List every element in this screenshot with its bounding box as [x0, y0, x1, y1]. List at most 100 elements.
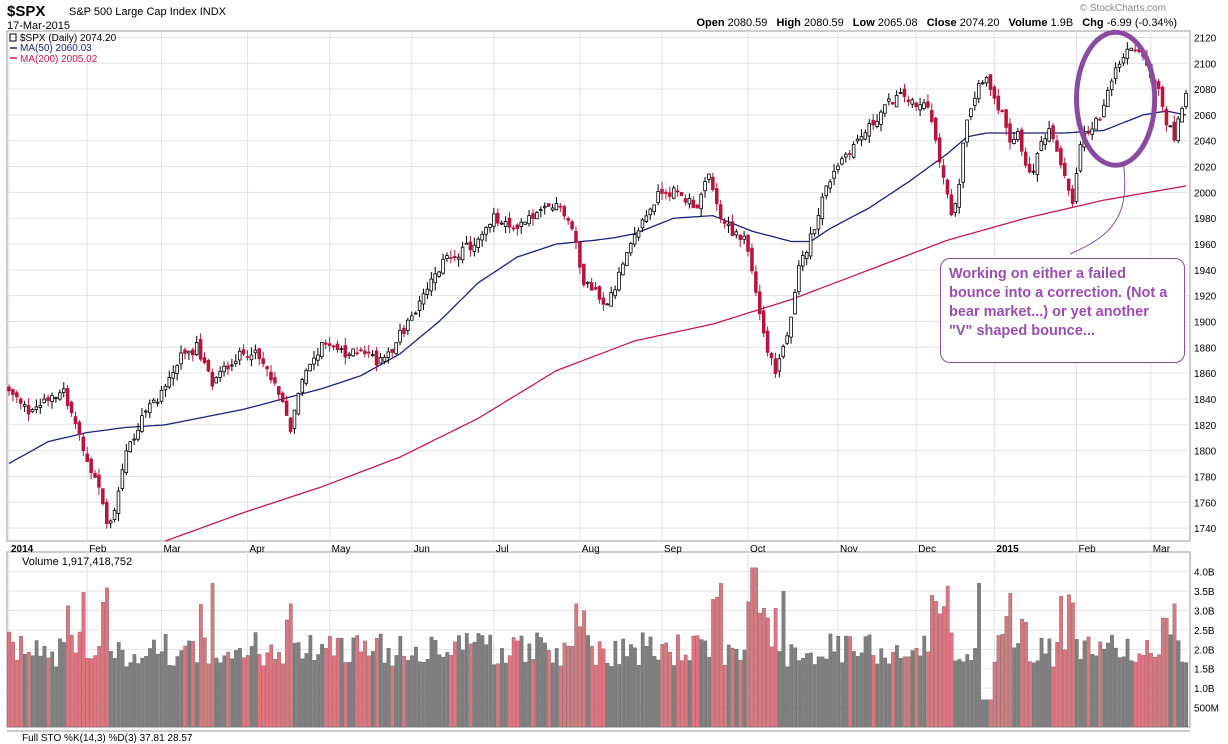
volume-bar [441, 656, 446, 728]
volume-bar [257, 654, 262, 728]
volume-bar [453, 641, 457, 728]
candle-body [828, 181, 832, 189]
candle-body [402, 327, 406, 335]
candle-body [546, 203, 551, 207]
volume-bar [719, 583, 723, 728]
volume-bar [394, 655, 399, 728]
candle-body [937, 137, 942, 163]
volume-bar [554, 648, 559, 728]
volume-bar [371, 651, 375, 728]
volume-bar [155, 653, 160, 728]
volume-bar [1016, 643, 1020, 728]
volume-bar [895, 645, 899, 728]
volume-bar [417, 661, 422, 728]
volume-bar [414, 646, 418, 728]
ma200-layer [165, 185, 1187, 542]
volume-bar [1008, 593, 1013, 728]
price-tick-label: 1940 [1194, 266, 1217, 277]
candle-body [175, 365, 179, 374]
candle-body [703, 181, 707, 192]
candle-body [777, 358, 782, 372]
volume-bar [1176, 640, 1181, 728]
volume-bar [707, 657, 712, 728]
volume-bar [140, 657, 145, 728]
volume-bar [288, 603, 293, 728]
volume-bar [339, 637, 344, 728]
volume-bar [1180, 661, 1185, 728]
volume-bar [586, 635, 590, 728]
candle-body [198, 339, 203, 360]
candle-body [738, 234, 742, 240]
volume-bar [1153, 656, 1157, 728]
volume-bar [191, 641, 195, 728]
candle-body [617, 271, 621, 291]
candle-body [140, 415, 144, 432]
candle-body [1023, 151, 1028, 166]
volume-bar [1047, 638, 1052, 728]
candle-body [804, 251, 809, 259]
volume-bar [848, 636, 852, 728]
candle-body [58, 392, 62, 400]
candle-body [1180, 107, 1184, 123]
candle-body [855, 138, 860, 142]
volume-bar [277, 652, 281, 728]
volume-bar [550, 662, 555, 728]
candle-body [973, 97, 977, 106]
volume-bar [195, 662, 199, 728]
volume-bar [109, 651, 113, 728]
candle-body [949, 194, 954, 216]
volume-bar [711, 599, 715, 728]
volume-bar [476, 633, 481, 728]
candle-body [832, 170, 836, 179]
volume-bar [820, 656, 825, 728]
volume-bar [437, 654, 442, 728]
candle-body [683, 198, 688, 203]
candle-body [671, 187, 676, 199]
month-tick-label: Apr [250, 544, 266, 555]
candle-body [230, 364, 234, 367]
candle-body [183, 349, 187, 354]
volume-bar [242, 657, 246, 728]
candle-body [1019, 129, 1024, 152]
month-tick-label: Mar [164, 544, 182, 555]
candle-body [288, 417, 293, 432]
candle-body [1008, 123, 1012, 143]
candle-body [914, 102, 918, 107]
candle-body [844, 153, 848, 158]
candle-body [171, 372, 176, 379]
volume-bar [973, 648, 977, 728]
candle-body [801, 255, 805, 267]
volume-bar [836, 635, 841, 728]
price-tick-label: 2020 [1194, 163, 1217, 174]
candle-body [574, 230, 578, 243]
volume-bar [89, 658, 94, 728]
candle-body [1055, 140, 1059, 152]
volume-bar [1059, 595, 1063, 728]
volume-bar [672, 665, 676, 728]
volume-bar [163, 634, 168, 728]
volume-bar [574, 603, 579, 728]
candle-body [390, 348, 394, 353]
month-tick-label: Feb [89, 544, 107, 555]
candle-body [976, 83, 981, 100]
candle-body [73, 416, 78, 425]
volume-bar [562, 642, 567, 728]
candle-body [112, 510, 117, 520]
candle-body [144, 410, 148, 413]
volume-bar [62, 642, 66, 728]
candle-body [953, 203, 958, 213]
volume-bar [312, 660, 317, 728]
volume-bar [699, 639, 704, 728]
volume-bar [855, 656, 860, 728]
volume-bar [992, 661, 997, 728]
candle-body [945, 179, 950, 195]
volume-bar [531, 659, 536, 728]
candle-body [1133, 49, 1137, 52]
volume-bar [726, 644, 731, 728]
candle-body [15, 392, 19, 398]
volume-bar [73, 652, 78, 728]
candle-body [327, 343, 332, 347]
volume-bar [308, 635, 313, 728]
legend-ma200: MA(200) 2005.02 [20, 54, 98, 65]
volume-bar [58, 638, 62, 728]
